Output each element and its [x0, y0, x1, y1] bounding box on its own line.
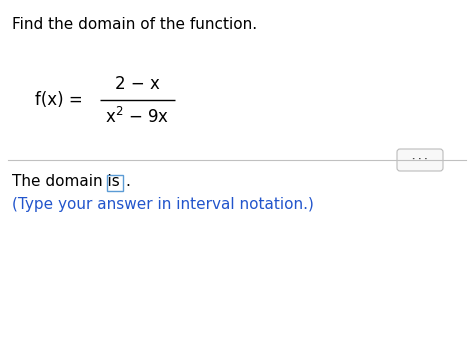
- Text: 2 − x: 2 − x: [115, 75, 160, 93]
- Text: The domain is: The domain is: [12, 175, 125, 190]
- Text: Find the domain of the function.: Find the domain of the function.: [12, 17, 257, 32]
- Text: · · ·: · · ·: [412, 156, 428, 165]
- Text: f(x) =: f(x) =: [35, 91, 88, 109]
- Text: $\mathregular{x}^{\mathregular{2}}$ − 9x: $\mathregular{x}^{\mathregular{2}}$ − 9x: [105, 107, 170, 127]
- FancyBboxPatch shape: [397, 149, 443, 171]
- Text: .: .: [125, 175, 130, 190]
- FancyBboxPatch shape: [107, 175, 123, 191]
- Text: (Type your answer in interval notation.): (Type your answer in interval notation.): [12, 196, 314, 211]
